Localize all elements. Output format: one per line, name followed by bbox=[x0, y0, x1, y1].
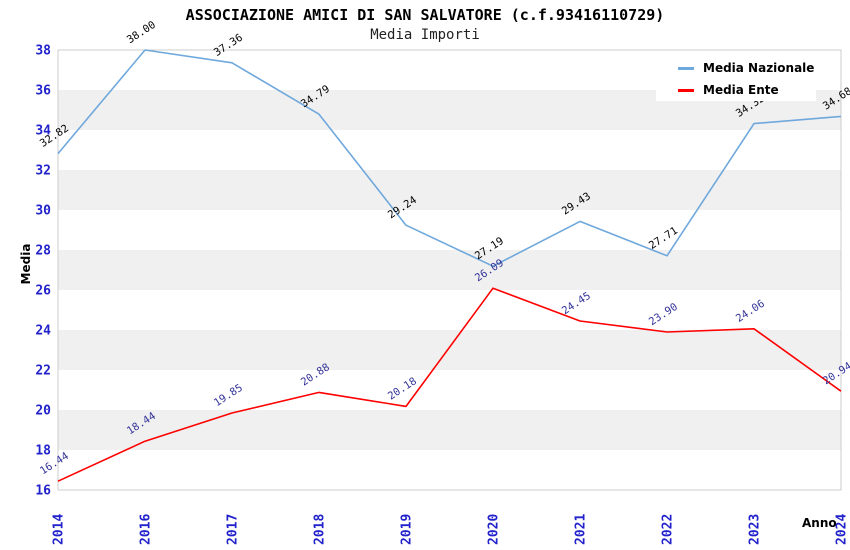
plot-band bbox=[58, 130, 841, 170]
plot-band bbox=[58, 250, 841, 290]
y-tick-label: 30 bbox=[35, 204, 51, 219]
y-tick-label: 16 bbox=[35, 484, 51, 499]
plot-band bbox=[58, 210, 841, 250]
y-tick-label: 26 bbox=[35, 284, 51, 299]
legend: Media Nazionale Media Ente bbox=[656, 53, 816, 101]
x-tick-label: 2017 bbox=[226, 514, 241, 545]
y-tick-label: 20 bbox=[35, 404, 51, 419]
x-tick-label: 2020 bbox=[487, 514, 502, 545]
x-axis-title: Anno bbox=[802, 516, 837, 530]
y-tick-label: 28 bbox=[35, 244, 51, 259]
plot-band bbox=[58, 330, 841, 370]
plot-band bbox=[58, 370, 841, 410]
y-axis-title: Media bbox=[19, 243, 33, 285]
legend-label: Media Ente bbox=[703, 83, 779, 97]
chart-title: ASSOCIAZIONE AMICI DI SAN SALVATORE (c.f… bbox=[185, 6, 665, 24]
y-tick-label: 22 bbox=[35, 364, 51, 379]
media-nazionale-line-swatch bbox=[678, 66, 694, 70]
y-tick-label: 24 bbox=[35, 324, 51, 339]
x-tick-label: 2023 bbox=[748, 514, 763, 545]
plot-band bbox=[58, 170, 841, 210]
y-tick-label: 38 bbox=[35, 44, 51, 59]
x-tick-label: 2014 bbox=[52, 514, 67, 545]
series-line-media-ente bbox=[57, 287, 842, 482]
media-ente-line-swatch bbox=[678, 88, 694, 92]
x-tick-label: 2016 bbox=[139, 514, 154, 545]
plot-band bbox=[58, 410, 841, 450]
legend-item-media-nazionale: Media Nazionale bbox=[678, 57, 816, 79]
x-tick-label: 2018 bbox=[313, 514, 328, 545]
legend-label: Media Nazionale bbox=[703, 61, 815, 75]
y-tick-label: 32 bbox=[35, 164, 51, 179]
y-tick-label: 36 bbox=[35, 84, 51, 99]
x-tick-label: 2022 bbox=[661, 514, 676, 545]
legend-item-media-ente: Media Ente bbox=[678, 79, 816, 101]
chart-subtitle: Media Importi bbox=[370, 27, 480, 43]
plot-border bbox=[57, 49, 842, 491]
plot-band bbox=[58, 290, 841, 330]
x-tick-label: 2021 bbox=[574, 514, 589, 545]
y-tick-label: 34 bbox=[35, 124, 51, 139]
plot-band bbox=[58, 450, 841, 490]
x-tick-label: 2019 bbox=[400, 514, 415, 545]
y-tick-label: 18 bbox=[35, 444, 51, 459]
series-line-media-nazionale bbox=[57, 49, 842, 268]
x-tick-label: 2024 bbox=[835, 514, 850, 545]
